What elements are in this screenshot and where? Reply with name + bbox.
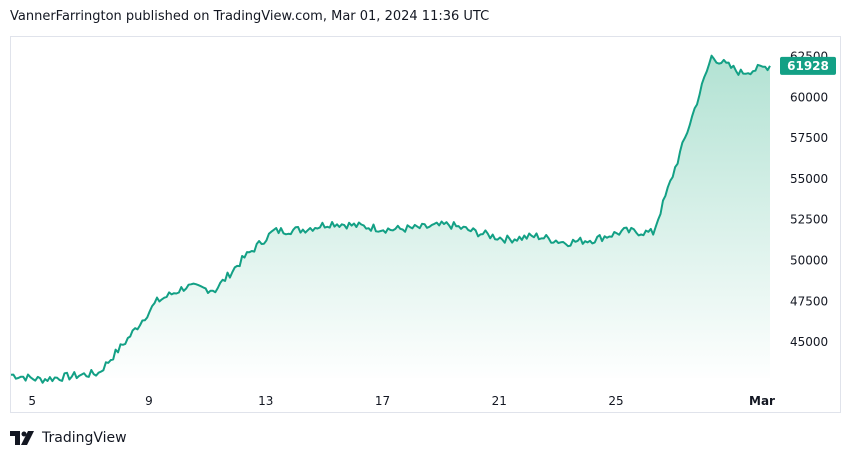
x-tick-label: 25 bbox=[608, 394, 623, 408]
y-tick-label: 60000 bbox=[790, 90, 828, 104]
x-tick-label: 9 bbox=[145, 394, 153, 408]
price-line bbox=[10, 54, 771, 384]
y-tick-label: 57500 bbox=[790, 131, 828, 145]
y-tick-label: 50000 bbox=[790, 254, 828, 268]
x-tick-label: 17 bbox=[375, 394, 390, 408]
last-price-label: 61928 bbox=[787, 59, 829, 73]
y-tick-label: 52500 bbox=[790, 213, 828, 227]
publish-attribution: VannerFarrington published on TradingVie… bbox=[10, 9, 490, 24]
y-tick-label: 47500 bbox=[790, 294, 828, 308]
x-tick-label: 5 bbox=[28, 394, 36, 408]
tradingview-logo-icon[interactable] bbox=[10, 431, 36, 445]
x-tick-label: 21 bbox=[492, 394, 507, 408]
footer: TradingView bbox=[10, 430, 127, 446]
last-price-badge bbox=[780, 56, 836, 75]
y-tick-label: 45000 bbox=[790, 335, 828, 349]
price-area-fill bbox=[11, 55, 770, 383]
chart-frame bbox=[10, 36, 841, 413]
y-tick-label: 55000 bbox=[790, 172, 828, 186]
x-tick-label: Mar bbox=[749, 394, 775, 408]
x-tick-label: 13 bbox=[258, 394, 273, 408]
tradingview-brand-label[interactable]: TradingView bbox=[42, 430, 127, 446]
